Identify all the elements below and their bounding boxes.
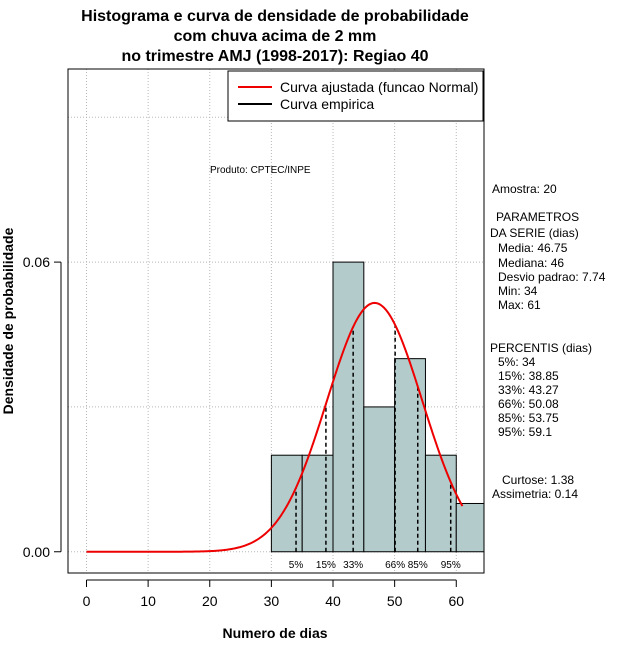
histogram-bars	[270, 261, 485, 553]
percentile-label: 15%	[316, 560, 336, 571]
plot-frame	[67, 68, 485, 574]
histogram-bar	[332, 261, 365, 553]
stats-percentis-title: PERCENTIS (dias)	[490, 341, 592, 355]
stats-params-title-1: PARAMETROS	[496, 210, 579, 224]
percentile-label: 85%	[408, 560, 428, 571]
y-axis-title: Densidade de probabilidade	[0, 227, 16, 414]
stats-mediana: Mediana: 46	[498, 256, 564, 270]
chart-title-line-2: com chuva acima de 2 mm	[174, 28, 377, 45]
stats-min: Min: 34	[498, 284, 538, 298]
histogram-bar	[424, 454, 457, 553]
x-axis: 0 10 20 30 40 50 60	[83, 579, 464, 609]
percentile-label: 66%	[385, 560, 405, 571]
stats-media: Media: 46.75	[498, 241, 568, 255]
chart-title-line-3: no trimestre AMJ (1998-2017): Regiao 40	[121, 48, 428, 65]
x-axis-title: Numero de dias	[222, 625, 327, 641]
y-tick-label: 0.06	[23, 254, 50, 270]
histogram-bar	[270, 454, 303, 553]
legend: Curva ajustada (funcao Normal) Curva emp…	[227, 70, 484, 122]
stats-desvio: Desvio padrao: 7.74	[498, 270, 606, 284]
x-tick-label: 10	[140, 593, 156, 609]
stats-assimetria: Assimetria: 0.14	[492, 487, 578, 501]
stats-params-title-2: DA SERIE (dias)	[490, 226, 579, 240]
stats-p15: 15%: 38.85	[498, 369, 559, 383]
stats-p85: 85%: 53.75	[498, 411, 559, 425]
x-tick-label: 60	[448, 593, 464, 609]
legend-normal-label: Curva ajustada (funcao Normal)	[280, 79, 478, 95]
y-tick-label: 0.00	[23, 544, 50, 560]
normal-curve	[86, 301, 464, 553]
percentile-label: 95%	[441, 560, 461, 571]
percentile-lines: 5% 15% 33% 66% 85% 95%	[289, 324, 461, 571]
stats-p95: 95%: 59.1	[498, 425, 552, 439]
histogram-bar	[301, 454, 334, 553]
x-tick-label: 50	[387, 593, 403, 609]
histogram-bar	[394, 358, 426, 553]
stats-p66: 66%: 50.08	[498, 397, 559, 411]
x-tick-label: 30	[264, 593, 280, 609]
stats-max: Max: 61	[498, 298, 541, 312]
x-tick-label: 0	[83, 593, 91, 609]
stats-p33: 33%: 43.27	[498, 383, 559, 397]
percentile-label: 33%	[343, 560, 363, 571]
product-annotation: Produto: CPTEC/INPE	[210, 165, 311, 176]
stats-curtose: Curtose: 1.38	[502, 473, 574, 487]
chart-title-line-1: Histograma e curva de densidade de proba…	[81, 8, 469, 25]
y-axis: 0.00 0.06	[23, 254, 62, 560]
stats-panel: Amostra: 20 PARAMETROS DA SERIE (dias) M…	[490, 182, 606, 501]
histogram-bar	[363, 406, 396, 553]
x-tick-label: 20	[202, 593, 218, 609]
percentile-label: 5%	[289, 560, 304, 571]
x-tick-label: 40	[325, 593, 341, 609]
histogram-bar	[455, 502, 485, 553]
stats-p5: 5%: 34	[498, 355, 536, 369]
stats-amostra: Amostra: 20	[492, 182, 557, 196]
legend-empirical-label: Curva empirica	[280, 96, 374, 112]
legend-box	[227, 70, 484, 122]
